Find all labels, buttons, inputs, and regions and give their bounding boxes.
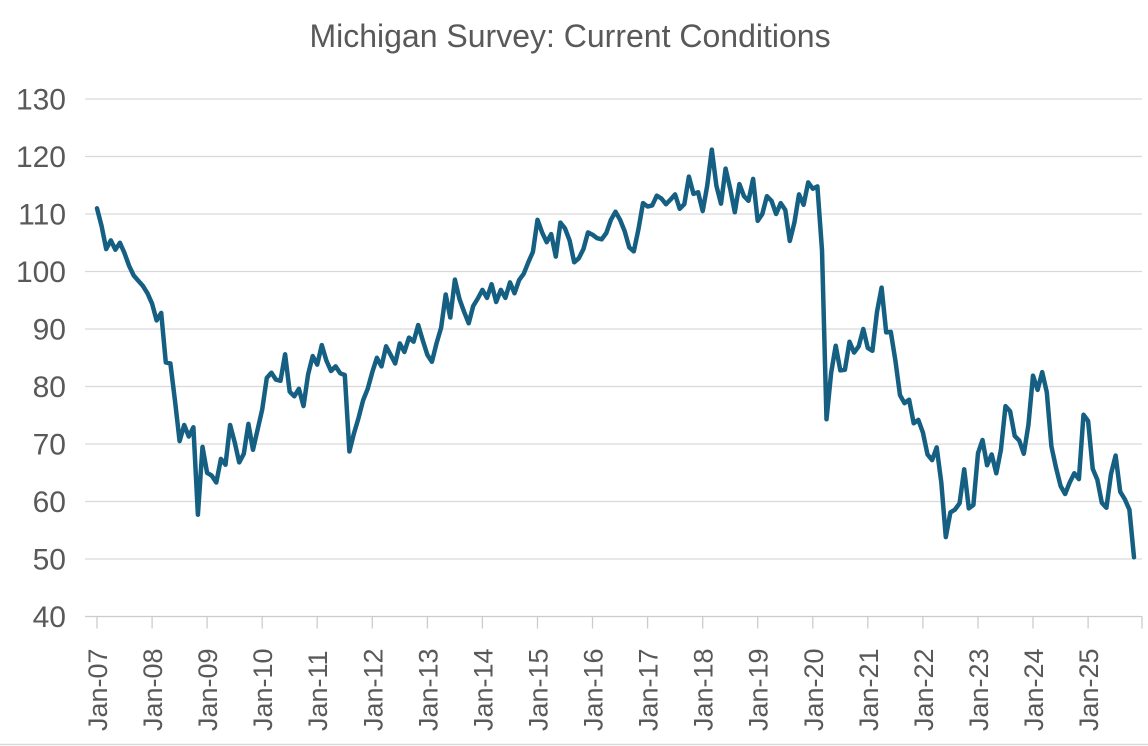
chart-title: Michigan Survey: Current Conditions: [309, 18, 830, 54]
series-line-current-conditions: [94, 147, 1137, 560]
y-axis-label-120: 120: [16, 141, 66, 174]
x-axis-label-Jan-22: Jan-22: [909, 648, 939, 731]
x-axis-label-Jan-11: Jan-11: [303, 650, 333, 731]
y-axis: 130 120 110 100 90 80 70 60 50 40: [16, 84, 66, 635]
y-axis-label-40: 40: [33, 601, 66, 634]
x-axis-label-Jan-17: Jan-17: [634, 648, 664, 731]
y-axis-label-70: 70: [33, 429, 66, 462]
y-axis-label-110: 110: [18, 199, 66, 232]
x-axis-label-Jan-08: Jan-08: [138, 648, 168, 731]
x-axis-label-Jan-10: Jan-10: [248, 648, 278, 731]
x-axis-label-Jan-23: Jan-23: [964, 648, 994, 731]
x-axis-label-Jan-07: Jan-07: [83, 648, 113, 731]
x-axis-label-Jan-13: Jan-13: [413, 648, 443, 731]
x-axis-label-Jan-19: Jan-19: [744, 648, 774, 731]
x-axis-label-Jan-14: Jan-14: [468, 648, 498, 731]
y-axis-label-90: 90: [33, 314, 66, 347]
y-axis-label-100: 100: [16, 256, 66, 289]
gridlines: [85, 98, 1142, 618]
x-axis-label-Jan-25: Jan-25: [1074, 648, 1104, 731]
x-axis-label-Jan-15: Jan-15: [524, 648, 554, 731]
x-axis-label-Jan-09: Jan-09: [193, 648, 223, 731]
y-axis-label-130: 130: [16, 84, 66, 117]
y-axis-label-60: 60: [33, 486, 66, 519]
x-axis-label-Jan-18: Jan-18: [689, 648, 719, 731]
x-axis-label-Jan-21: Jan-21: [854, 648, 884, 731]
x-axis: Jan-07 Jan-08 Jan-09 Jan-10 Jan-11 Jan-12 Jan-…: [83, 616, 1143, 731]
x-axis-label-Jan-24: Jan-24: [1019, 648, 1049, 731]
y-axis-label-50: 50: [33, 544, 66, 577]
x-axis-label-Jan-12: Jan-12: [358, 648, 388, 731]
x-axis-label-Jan-20: Jan-20: [799, 648, 829, 731]
x-axis-label-Jan-16: Jan-16: [579, 648, 609, 731]
y-axis-label-80: 80: [33, 371, 66, 404]
